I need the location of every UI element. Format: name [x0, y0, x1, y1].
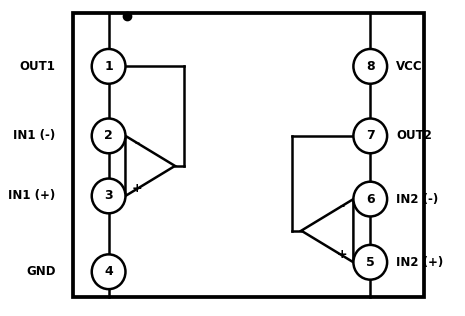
Bar: [73, 13, 425, 297]
Text: IN2 (-): IN2 (-): [396, 192, 438, 206]
Text: -: -: [134, 137, 140, 150]
Circle shape: [92, 179, 126, 213]
Text: OUT1: OUT1: [20, 60, 56, 73]
Text: 2: 2: [104, 129, 113, 143]
Text: 1: 1: [104, 60, 113, 73]
Text: 4: 4: [104, 265, 113, 278]
Text: VCC: VCC: [396, 60, 423, 73]
Text: GND: GND: [26, 265, 56, 278]
Circle shape: [353, 118, 387, 153]
Circle shape: [92, 118, 126, 153]
Text: 3: 3: [104, 189, 113, 203]
Text: IN2 (+): IN2 (+): [396, 256, 444, 269]
Circle shape: [353, 49, 387, 84]
Circle shape: [92, 49, 126, 84]
Text: IN1 (+): IN1 (+): [8, 189, 56, 203]
Text: 7: 7: [366, 129, 375, 143]
Text: 6: 6: [366, 192, 375, 206]
Circle shape: [353, 182, 387, 216]
Text: 8: 8: [366, 60, 375, 73]
Text: +: +: [132, 181, 142, 195]
Text: 5: 5: [366, 256, 375, 269]
Circle shape: [353, 245, 387, 280]
Circle shape: [92, 254, 126, 289]
Text: -: -: [339, 200, 345, 214]
Text: +: +: [337, 248, 347, 261]
Text: OUT2: OUT2: [396, 129, 432, 143]
Text: IN1 (-): IN1 (-): [13, 129, 56, 143]
